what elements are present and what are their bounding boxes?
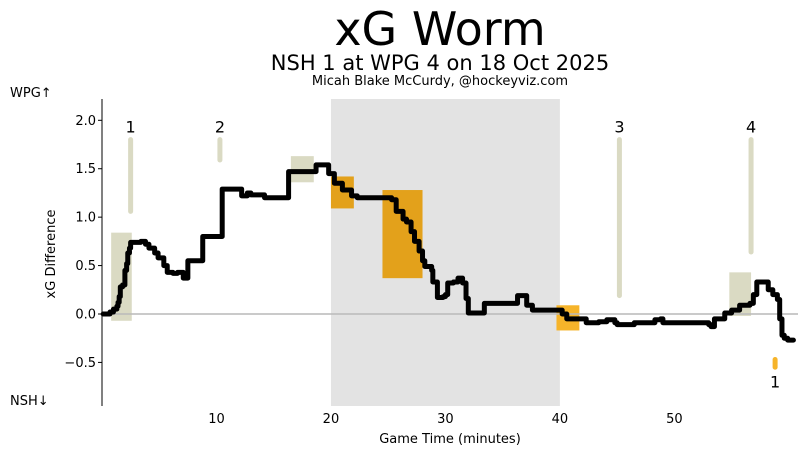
xg-worm-line [100,162,796,343]
chart-credit: Micah Blake McCurdy, @hockeyviz.com [311,74,569,89]
second-period-shade [330,99,560,406]
x-axis-label: Game Time (minutes) [379,432,521,447]
y-tick-label: 2.0 [75,114,96,129]
bottom-team-label: NSH↓ [10,394,49,409]
y-tick-label: 1.5 [75,162,96,177]
worm-line-layer [100,162,796,343]
x-tick-label: 20 [323,412,340,427]
x-tick-label: 40 [552,412,569,427]
goal-label-wpg-2: 2 [215,118,225,137]
goal-label-wpg-3: 3 [614,118,624,137]
y-tick-label: 1.0 [75,211,96,226]
chart-subtitle: NSH 1 at WPG 4 on 18 Oct 2025 [270,51,610,75]
axes-layer: −0.5 0.0 0.5 1.0 1.5 2.0 10 20 30 40 50 [64,99,683,427]
y-tick-label: 0.0 [75,307,96,322]
goal-label-nsh-1: 1 [770,372,780,391]
top-team-label: WPG↑ [10,86,52,101]
period-shading-layer [330,99,560,406]
x-tick-label: 50 [666,412,683,427]
x-tick-label: 30 [437,412,454,427]
goal-label-wpg-1: 1 [126,118,136,137]
y-axis-label: xG Difference [44,210,59,299]
goal-marker-layer: 1 2 3 4 1 [126,118,781,392]
y-tick-label: −0.5 [64,356,96,371]
x-tick-label: 10 [208,412,225,427]
y-tick-label: 0.5 [75,259,96,274]
goal-label-wpg-4: 4 [746,118,756,137]
chart-title: xG Worm [334,2,546,56]
